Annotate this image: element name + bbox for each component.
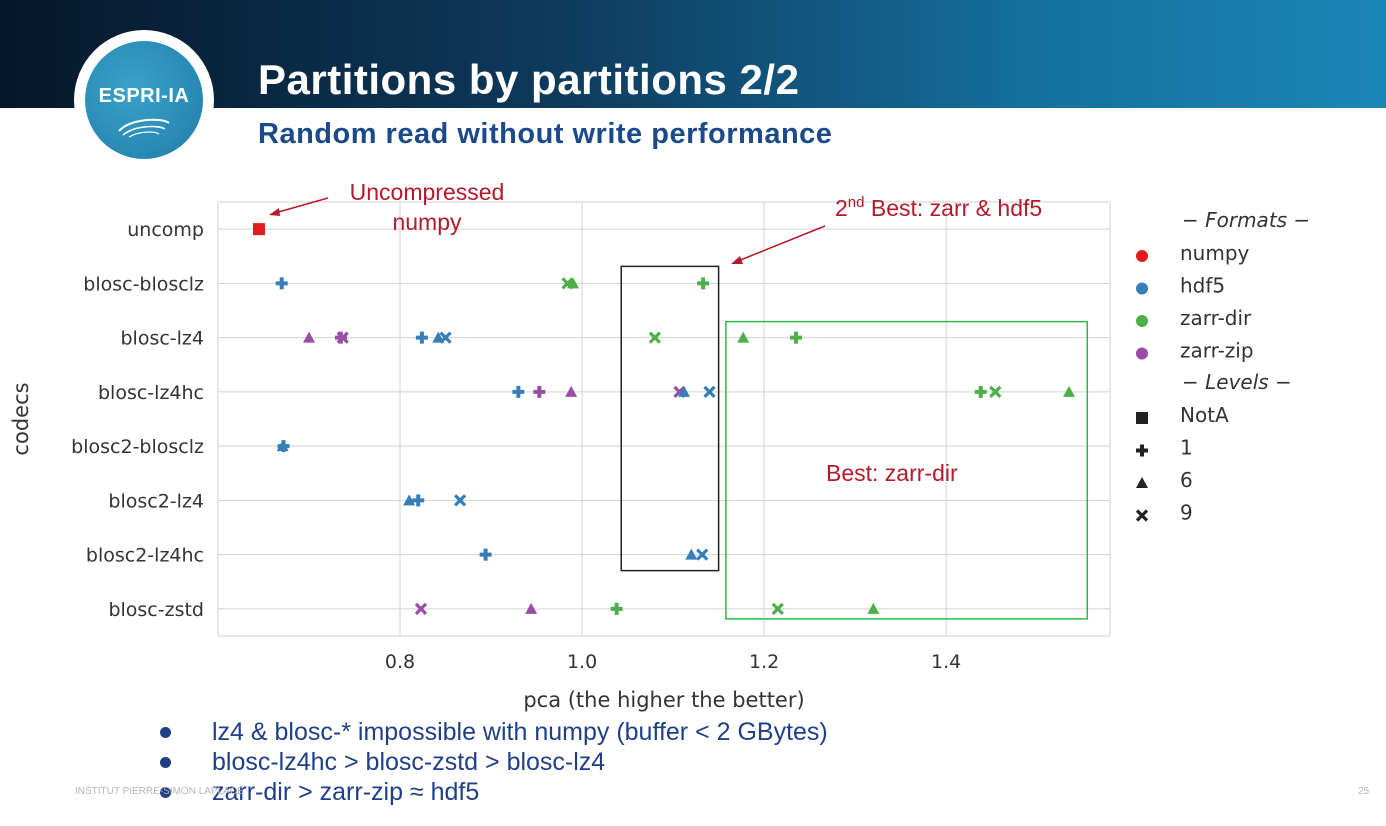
legend-item-label: zarr-dir: [1180, 306, 1252, 330]
data-point: [989, 385, 1002, 399]
bullet-list: lz4 & blosc-* impossible with numpy (buf…: [160, 717, 828, 807]
data-point: [512, 385, 525, 398]
data-point: [252, 223, 265, 236]
data-point: [737, 331, 750, 343]
bullet-text: blosc-lz4hc > blosc-zstd > blosc-lz4: [212, 748, 606, 776]
data-point: [678, 385, 691, 397]
data-point: [403, 494, 416, 506]
bullet-dot: [160, 727, 171, 738]
swirl-icon: [118, 118, 170, 138]
legend-item-label: 1: [1180, 436, 1193, 460]
logo-text: ESPRI-IA: [98, 85, 190, 107]
data-point: [867, 602, 880, 614]
annotation-arrow: [737, 225, 826, 262]
legend-item-label: NotA: [1180, 403, 1229, 427]
annotation-arrow: [274, 197, 329, 214]
footer-institute: INSTITUT PIERRE-SIMON LAPLACE: [75, 786, 244, 797]
x-tick-label: 1.0: [567, 651, 597, 673]
data-point: [336, 331, 349, 344]
bullet-item: lz4 & blosc-* impossible with numpy (buf…: [160, 717, 828, 747]
data-point: [648, 331, 662, 344]
legend-item-label: zarr-zip: [1180, 339, 1254, 363]
plot-area: [217, 201, 1111, 637]
data-point: [703, 385, 716, 399]
x-tick-label: 1.2: [749, 651, 779, 673]
y-tick-label: blosc2-lz4: [108, 490, 204, 512]
x-tick-label: 0.8: [385, 651, 415, 673]
y-tick-label: uncomp: [127, 219, 204, 241]
y-tick-label: blosc-blosclz: [83, 273, 204, 295]
legend-item-label: 6: [1180, 468, 1193, 492]
data-point: [685, 548, 698, 560]
data-point: [789, 331, 802, 344]
annotation-uncompressed: Uncompressed: [350, 179, 505, 205]
data-point: [303, 331, 316, 343]
data-point: [479, 548, 492, 561]
best-box: [725, 320, 1088, 620]
legend-level-square-marker: [1136, 412, 1148, 424]
second-best-box: [620, 265, 720, 572]
data-point: [974, 385, 987, 398]
bullet-dot: [160, 757, 171, 768]
logo-disc: ESPRI-IA: [85, 41, 203, 159]
arrow-head-icon: [269, 208, 280, 216]
data-point: [566, 277, 579, 289]
slide-subtitle: Random read without write performance: [258, 118, 833, 150]
data-point: [415, 331, 428, 344]
legend-zarr-dir-marker: [1136, 315, 1148, 327]
slide-title: Partitions by partitions 2/2: [258, 56, 800, 103]
bullet-text: zarr-dir > zarr-zip ≈ hdf5: [212, 778, 480, 806]
legend-item-label: numpy: [1180, 241, 1250, 265]
data-point: [275, 277, 288, 290]
data-point: [1063, 385, 1076, 397]
data-point: [453, 494, 467, 507]
bullet-item: zarr-dir > zarr-zip ≈ hdf5: [160, 777, 828, 807]
y-tick-label: blosc-zstd: [108, 599, 204, 621]
legend-item-label: hdf5: [1180, 274, 1225, 298]
data-point: [414, 602, 428, 616]
data-point: [565, 385, 578, 397]
x-tick-label: 1.4: [931, 651, 961, 673]
y-tick-label: blosc2-blosclz: [71, 436, 204, 458]
data-point: [533, 385, 546, 398]
legend-formats-title: − Formats −: [1182, 208, 1310, 232]
espri-ia-logo: ESPRI-IA: [74, 30, 214, 170]
header-banner: [0, 0, 1386, 108]
legend-level-triangle-marker: [1136, 477, 1148, 488]
annotation-best: Best: zarr-dir: [826, 460, 958, 486]
y-axis-label: codecs: [9, 382, 33, 455]
bullet-text: lz4 & blosc-* impossible with numpy (buf…: [212, 718, 828, 746]
y-tick-label: blosc-lz4: [120, 328, 204, 350]
annotation-second-best: 2nd Best: zarr & hdf5: [835, 194, 1042, 221]
legend-level-plus-marker: [1136, 444, 1148, 457]
legend-hdf5-marker: [1136, 282, 1148, 295]
bullet-dot: [160, 787, 171, 798]
data-point: [412, 494, 425, 507]
data-point: [610, 602, 623, 615]
data-point: [771, 602, 784, 616]
x-axis-label: pca (the higher the better): [523, 688, 804, 712]
legend-numpy-marker: [1136, 250, 1148, 262]
data-point: [697, 277, 710, 290]
page-number: 25: [1358, 786, 1370, 797]
data-point: [525, 602, 538, 614]
data-point: [439, 331, 452, 344]
legend-item-label: 9: [1180, 501, 1193, 525]
data-point: [277, 440, 290, 453]
y-tick-label: blosc2-lz4hc: [86, 545, 204, 567]
legend-level-x-marker: [1135, 509, 1149, 522]
data-point: [696, 548, 709, 561]
legend-levels-title: − Levels −: [1182, 370, 1292, 394]
arrow-head-icon: [731, 256, 743, 264]
y-tick-label: blosc-lz4hc: [98, 382, 204, 404]
annotation-uncompressed: numpy: [392, 209, 462, 235]
bullet-item: blosc-lz4hc > blosc-zstd > blosc-lz4: [160, 747, 828, 777]
legend-zarr-zip-marker: [1136, 347, 1148, 360]
